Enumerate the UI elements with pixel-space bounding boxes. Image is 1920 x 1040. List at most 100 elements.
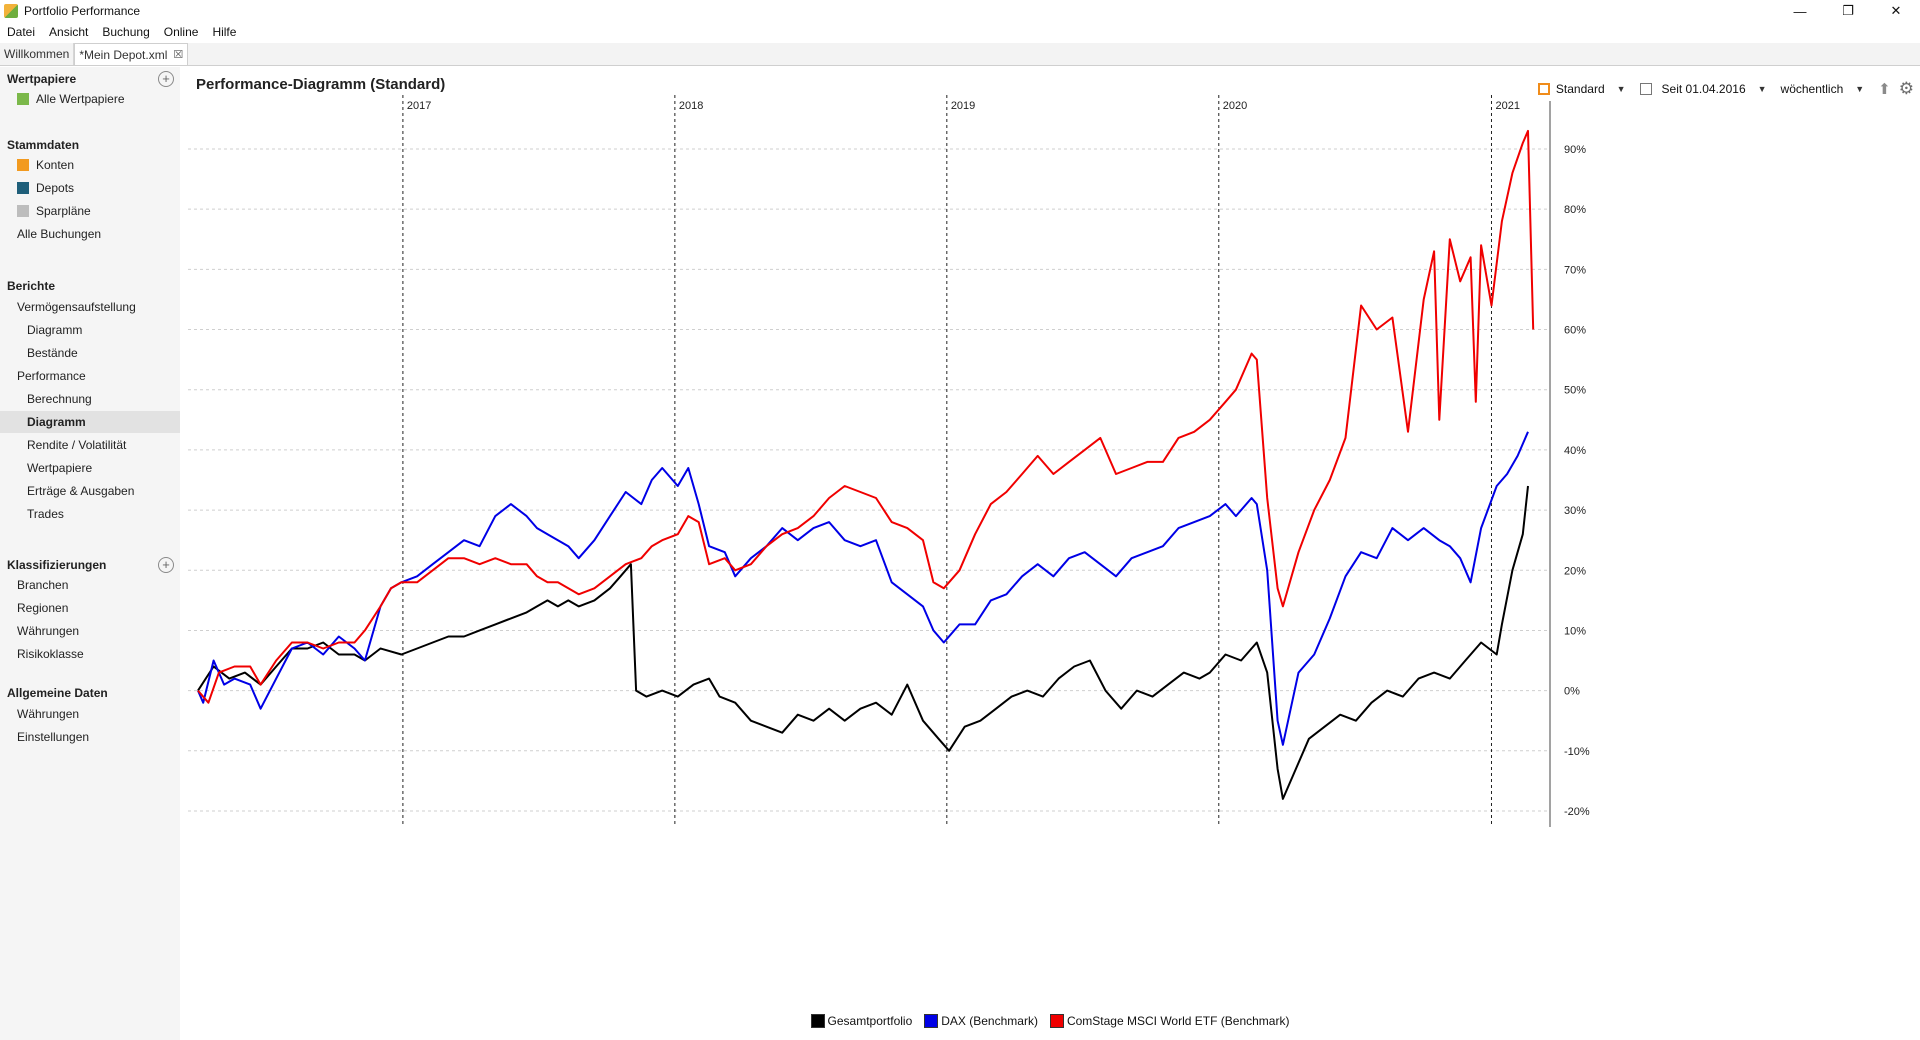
- menu-buchung[interactable]: Buchung: [102, 25, 150, 39]
- portfolio-icon: [17, 182, 29, 194]
- y-tick-label: 0%: [1564, 686, 1580, 698]
- sidebar-item-alle-wertpapiere[interactable]: Alle Wertpapiere: [0, 88, 180, 110]
- interval-selector[interactable]: wöchentlich: [1780, 82, 1844, 96]
- sidebar-item-sparplaene[interactable]: Sparpläne: [0, 200, 180, 222]
- tab-mein-depot[interactable]: *Mein Depot.xml ☒: [74, 43, 189, 65]
- menu-ansicht[interactable]: Ansicht: [49, 25, 89, 39]
- sidebar-item-trades[interactable]: Trades: [27, 507, 64, 521]
- sidebar-item-risikoklasse[interactable]: Risikoklasse: [17, 647, 84, 661]
- y-tick-label: -20%: [1564, 806, 1590, 818]
- navigation-sidebar: Wertpapiere + Alle Wertpapiere Stammdate…: [0, 67, 180, 1040]
- chart-legend: Gesamtportfolio DAX (Benchmark) ComStage…: [180, 1014, 1920, 1028]
- restore-button[interactable]: ❐: [1842, 3, 1854, 18]
- series-line: [197, 485, 1529, 800]
- sidebar-item-label: Depots: [36, 181, 75, 195]
- tab-willkommen[interactable]: Willkommen: [0, 43, 75, 65]
- sidebar-item-label: Alle Wertpapiere: [36, 92, 125, 106]
- performance-chart[interactable]: 90% 80% 70% 60% 50% 40% 30% 20% 10% 0% -10% -20% 201…: [180, 67, 1920, 1007]
- view-dropdown-icon[interactable]: ▼: [1616, 84, 1626, 94]
- sidebar-item-performance[interactable]: Performance: [17, 369, 86, 383]
- section-berichte: Berichte: [7, 279, 56, 293]
- sidebar-item-vermoegen-diagramm[interactable]: Diagramm: [27, 323, 83, 337]
- legend-item-dax[interactable]: DAX (Benchmark): [924, 1014, 1038, 1028]
- sidebar-item-allg-waehrungen[interactable]: Währungen: [17, 707, 80, 721]
- gear-icon[interactable]: ⚙: [1898, 79, 1914, 98]
- sidebar-item-ertraege-ausgaben[interactable]: Erträge & Ausgaben: [27, 484, 135, 498]
- legend-swatch: [810, 1014, 825, 1028]
- view-selector[interactable]: Standard: [1555, 82, 1605, 96]
- series-line: [197, 129, 1535, 704]
- main-content: Performance-Diagramm (Standard) Standard…: [180, 67, 1920, 1040]
- minimize-button[interactable]: —: [1793, 3, 1807, 19]
- interval-dropdown-icon[interactable]: ▼: [1855, 84, 1865, 94]
- sidebar-item-bestaende[interactable]: Bestände: [27, 346, 78, 360]
- section-allgemeine-daten: Allgemeine Daten: [7, 686, 108, 700]
- year-marker-label: 2020: [1223, 100, 1247, 112]
- y-tick-label: -10%: [1564, 746, 1590, 758]
- app-logo-icon: [4, 4, 18, 18]
- year-marker-label: 2021: [1495, 100, 1519, 112]
- editor-tab-bar: Willkommen *Mein Depot.xml ☒: [0, 43, 1920, 66]
- sidebar-item-label: Sparpläne: [36, 204, 91, 218]
- tab-label: Willkommen: [4, 47, 70, 61]
- add-classification-button[interactable]: +: [158, 557, 174, 573]
- menu-hilfe[interactable]: Hilfe: [212, 25, 237, 39]
- sidebar-item-performance-diagramm[interactable]: Diagramm: [0, 411, 180, 433]
- y-tick-label: 20%: [1564, 565, 1586, 577]
- year-marker-label: 2017: [407, 100, 431, 112]
- legend-label: Gesamtportfolio: [827, 1014, 913, 1028]
- y-tick-label: 90%: [1564, 144, 1586, 156]
- tab-label: *Mein Depot.xml: [79, 47, 168, 62]
- y-tick-label: 60%: [1564, 325, 1586, 337]
- close-tab-icon[interactable]: ☒: [173, 49, 184, 61]
- legend-label: DAX (Benchmark): [941, 1014, 1038, 1028]
- chart-toolbar: Standard ▼ Seit 01.04.2016 ▼ wöchentlich…: [1537, 79, 1914, 98]
- legend-label: ComStage MSCI World ETF (Benchmark): [1066, 1014, 1290, 1028]
- sidebar-item-einstellungen[interactable]: Einstellungen: [17, 730, 90, 744]
- chart-config-icon: [1537, 83, 1550, 95]
- period-dropdown-icon[interactable]: ▼: [1757, 84, 1767, 94]
- sidebar-item-label: Konten: [36, 158, 75, 172]
- sidebar-item-rendite-volatilitaet[interactable]: Rendite / Volatilität: [27, 438, 127, 452]
- sidebar-item-alle-buchungen[interactable]: Alle Buchungen: [17, 227, 102, 241]
- y-tick-label: 10%: [1564, 625, 1586, 637]
- year-marker-label: 2019: [951, 100, 975, 112]
- series-line: [197, 431, 1529, 746]
- add-security-button[interactable]: +: [158, 71, 174, 87]
- legend-item-gesamtportfolio[interactable]: Gesamtportfolio: [810, 1014, 913, 1028]
- legend-swatch: [924, 1014, 939, 1028]
- window-controls: — ❐ ✕: [1776, 0, 1920, 22]
- sidebar-item-branchen[interactable]: Branchen: [17, 578, 69, 592]
- y-tick-label: 50%: [1564, 385, 1586, 397]
- section-stammdaten: Stammdaten: [7, 138, 80, 152]
- account-icon: [17, 159, 29, 171]
- year-marker-label: 2018: [679, 100, 703, 112]
- security-icon: [17, 93, 29, 105]
- page-title: Performance-Diagramm (Standard): [196, 76, 446, 93]
- calendar-icon[interactable]: [1639, 83, 1652, 95]
- sidebar-item-vermoegensaufstellung[interactable]: Vermögensaufstellung: [17, 300, 136, 314]
- y-tick-label: 40%: [1564, 445, 1586, 457]
- title-bar: Portfolio Performance — ❐ ✕: [0, 0, 1920, 22]
- close-window-button[interactable]: ✕: [1890, 3, 1902, 18]
- sidebar-item-berechnung[interactable]: Berechnung: [27, 392, 92, 406]
- y-tick-label: 30%: [1564, 505, 1586, 517]
- section-klassifizierungen: Klassifizierungen: [7, 558, 107, 572]
- menu-bar: Datei Ansicht Buchung Online Hilfe: [0, 22, 1920, 42]
- y-tick-label: 80%: [1564, 204, 1586, 216]
- menu-datei[interactable]: Datei: [7, 25, 36, 39]
- sidebar-item-wertpapiere[interactable]: Wertpapiere: [27, 461, 93, 475]
- export-icon[interactable]: ⬆: [1878, 81, 1891, 98]
- y-tick-label: 70%: [1564, 264, 1586, 276]
- sidebar-item-depots[interactable]: Depots: [0, 177, 180, 199]
- plan-icon: [17, 205, 29, 217]
- sidebar-item-regionen[interactable]: Regionen: [17, 601, 69, 615]
- section-wertpapiere: Wertpapiere: [7, 72, 77, 86]
- window-title: Portfolio Performance: [24, 4, 141, 18]
- legend-item-comstage[interactable]: ComStage MSCI World ETF (Benchmark): [1049, 1014, 1290, 1028]
- sidebar-item-waehrungen[interactable]: Währungen: [17, 624, 80, 638]
- sidebar-item-konten[interactable]: Konten: [0, 154, 180, 176]
- period-selector[interactable]: Seit 01.04.2016: [1661, 82, 1746, 96]
- legend-swatch: [1049, 1014, 1064, 1028]
- menu-online[interactable]: Online: [163, 25, 199, 39]
